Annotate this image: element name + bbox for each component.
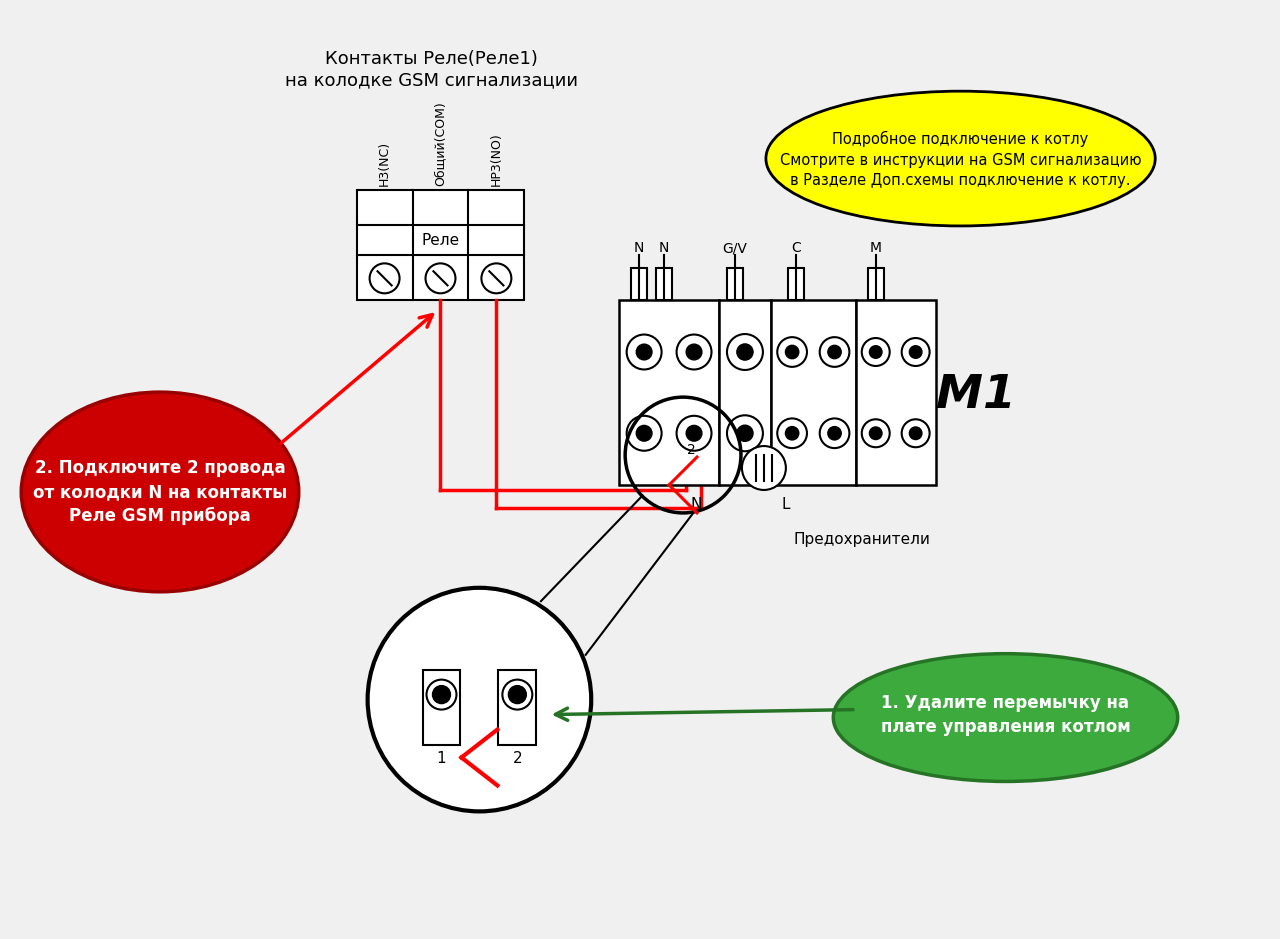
Text: N: N [659,241,669,255]
Circle shape [777,337,806,367]
Circle shape [370,263,399,293]
Circle shape [367,588,591,811]
Circle shape [869,346,882,359]
Text: в Разделе Доп.схемы подключение к котлу.: в Разделе Доп.схемы подключение к котлу. [790,173,1130,188]
Text: HP3(NO): HP3(NO) [490,131,503,186]
Bar [620,300,719,485]
Text: Предохранители: Предохранители [794,532,931,547]
Text: L: L [782,498,790,513]
Bar [422,670,461,745]
Circle shape [861,420,890,447]
Text: плате управления котлом: плате управления котлом [881,717,1130,735]
Circle shape [901,338,929,366]
Bar [856,300,936,485]
Text: 1. Удалите перемычку на: 1. Удалите перемычку на [882,694,1129,712]
Circle shape [508,685,526,703]
Circle shape [786,346,799,359]
Circle shape [909,427,922,439]
Text: Общий(COM): Общий(COM) [434,100,447,186]
Circle shape [742,446,786,490]
Text: G/V: G/V [722,241,748,255]
Text: M: M [869,241,882,255]
Text: H3(NC): H3(NC) [378,140,392,186]
Text: Реле: Реле [421,233,460,248]
Bar [719,300,771,485]
Text: C: C [791,241,801,255]
Circle shape [686,425,701,441]
Circle shape [737,344,753,360]
Circle shape [737,425,753,441]
Text: Подробное подключение к котлу: Подробное подключение к котлу [832,131,1089,146]
Circle shape [502,680,532,710]
Circle shape [627,334,662,369]
Text: M1: M1 [936,373,1015,418]
Circle shape [677,334,712,369]
Text: Реле GSM прибора: Реле GSM прибора [69,507,251,525]
Text: 2: 2 [686,443,695,457]
Bar [498,670,536,745]
Circle shape [627,416,662,451]
Circle shape [828,346,841,359]
Circle shape [819,337,850,367]
Circle shape [786,426,799,440]
Circle shape [677,416,712,451]
Circle shape [636,425,652,441]
Circle shape [828,426,841,440]
Ellipse shape [833,654,1178,781]
Text: N: N [634,241,644,255]
Circle shape [727,415,763,452]
Circle shape [425,263,456,293]
Circle shape [481,263,512,293]
Circle shape [433,685,451,703]
Circle shape [869,427,882,439]
Circle shape [777,419,806,448]
Text: 2: 2 [512,751,522,766]
Circle shape [819,419,850,448]
Circle shape [727,334,763,370]
Bar [357,191,525,300]
Bar [771,300,856,485]
Bar [657,269,672,300]
Bar [868,269,883,300]
Circle shape [861,338,890,366]
Circle shape [426,680,457,710]
Bar [788,269,804,300]
Circle shape [901,420,929,447]
Bar [727,269,742,300]
Text: N: N [690,498,701,513]
Text: Смотрите в инструкции на GSM сигнализацию: Смотрите в инструкции на GSM сигнализаци… [780,153,1142,168]
Circle shape [636,345,652,360]
Text: на колодке GSM сигнализации: на колодке GSM сигнализации [285,71,579,90]
Text: от колодки N на контакты: от колодки N на контакты [33,483,287,501]
Circle shape [686,345,701,360]
Ellipse shape [765,91,1156,226]
Text: Контакты Реле(Реле1): Контакты Реле(Реле1) [325,50,538,68]
Text: 2. Подключите 2 провода: 2. Подключите 2 провода [35,459,285,477]
Circle shape [909,346,922,359]
Ellipse shape [22,393,298,592]
Bar [631,269,648,300]
Text: 1: 1 [436,751,447,766]
